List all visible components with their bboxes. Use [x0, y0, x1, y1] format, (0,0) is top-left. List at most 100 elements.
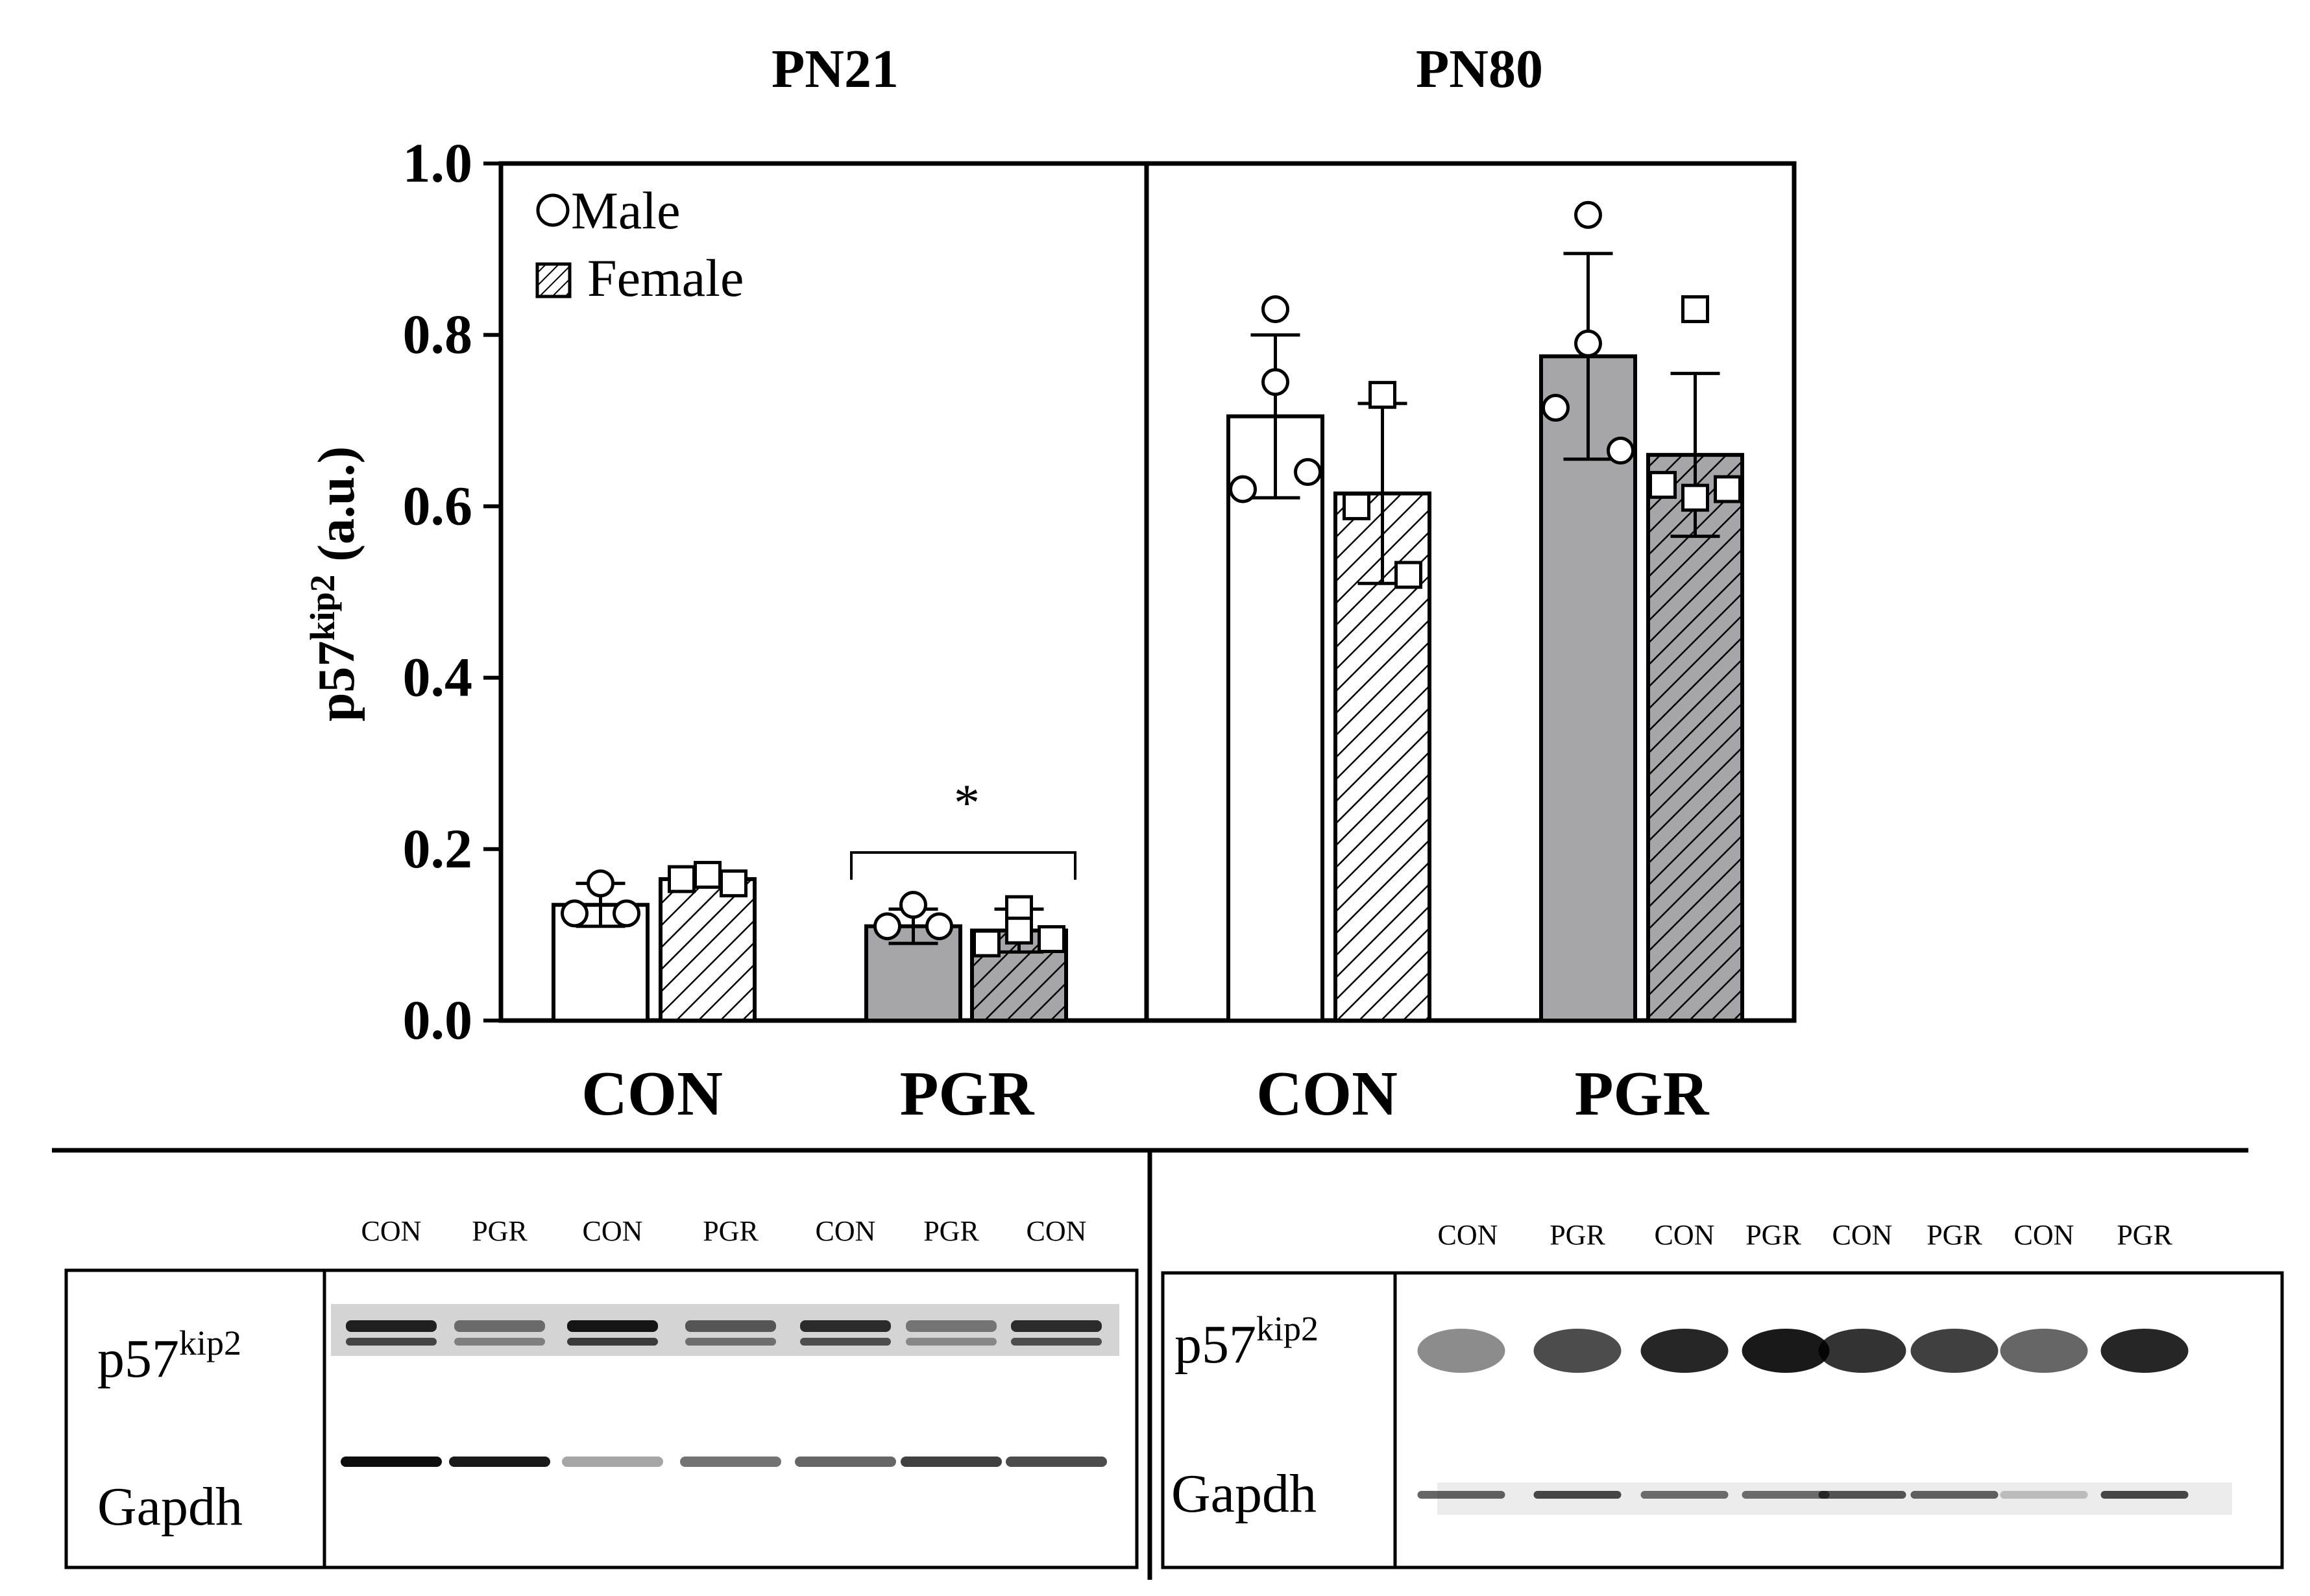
data-point-male [1229, 475, 1257, 503]
data-point-female [1681, 295, 1709, 324]
blot-band-gapdh [1910, 1491, 1999, 1499]
blot-left-lane-label: CON [361, 1215, 422, 1247]
blot-band-p57-upper [906, 1320, 997, 1332]
blot-band-p57-lower [346, 1338, 437, 1346]
group-label-pn21-con: CON [581, 1059, 723, 1129]
bar-pn21-con-female [659, 877, 757, 1023]
panel-title-pn21: PN21 [772, 39, 899, 99]
y-axis-label: p57kip2 (a.u.) [303, 446, 365, 721]
blot-band-gapdh [2000, 1491, 2088, 1499]
group-label-pn21-pgr: PGR [900, 1059, 1035, 1129]
blot-left-lane-label: CON [583, 1215, 643, 1247]
blot-left-lane-label: PGR [703, 1215, 759, 1247]
blot-band-gapdh [901, 1457, 1002, 1467]
blot-band-p57 [2000, 1329, 2088, 1373]
blot-left-lane-label: PGR [472, 1215, 528, 1247]
blot-band-p57-lower [800, 1338, 891, 1346]
significance-bracket: * [850, 775, 1076, 880]
blot-band-gapdh [1818, 1491, 1906, 1499]
blot-band-p57-lower [906, 1338, 997, 1346]
blot-left-p57-main: p57 [97, 1329, 179, 1389]
blot-band-gapdh [449, 1457, 550, 1467]
data-points [561, 200, 1742, 958]
blot-band-p57 [2100, 1329, 2189, 1373]
blot-left-bands [341, 1320, 1107, 1467]
blot-right-p57-main: p57 [1174, 1314, 1256, 1375]
data-point-female [1394, 561, 1422, 589]
blot-band-p57-upper [800, 1320, 891, 1332]
data-point-male [899, 891, 927, 919]
data-point-male [925, 912, 953, 941]
blot-right-frame [1161, 1271, 2284, 1569]
blot-band-gapdh [795, 1457, 896, 1467]
blot-left-frame [64, 1268, 1139, 1569]
blot-band-gapdh [562, 1457, 663, 1467]
blot-left-gapdh-label: Gapdh [97, 1477, 243, 1537]
blot-band-p57-lower [1011, 1338, 1102, 1346]
y-tick-label: 1.0 [403, 132, 473, 194]
blot-band-gapdh [2100, 1491, 2189, 1499]
y-axis-label-unit: (a.u.) [308, 446, 365, 575]
data-point-female [694, 860, 722, 889]
data-point-male [1294, 458, 1322, 487]
y-axis-label-main: p57 [308, 641, 365, 722]
blot-right-p57-label: p57kip2 [1174, 1309, 1319, 1375]
blot-left-p57-sup: kip2 [179, 1324, 241, 1362]
data-point-male [613, 899, 640, 928]
blot-right-lane-label: CON [1438, 1219, 1498, 1251]
group-label-pn80-con: CON [1256, 1059, 1398, 1129]
blot-band-p57 [1533, 1329, 1622, 1373]
data-point-male [561, 899, 589, 928]
group-label-pn80-pgr: PGR [1575, 1059, 1710, 1129]
bar-pn80-con-male [1226, 414, 1324, 1022]
data-point-female [1038, 925, 1065, 954]
blot-band-gapdh [1640, 1491, 1729, 1499]
legend: Male Female [535, 181, 744, 308]
blot-right-lanes: CON PGR CON PGR CON PGR CON PGR [1438, 1219, 2173, 1251]
significance-star: * [954, 775, 980, 832]
blot-right-p57-sup: kip2 [1256, 1309, 1319, 1348]
blot-band-gapdh [341, 1457, 442, 1467]
blot-band-p57 [1910, 1329, 1999, 1373]
data-point-male [1574, 200, 1602, 229]
data-point-female [1714, 475, 1742, 503]
blot-band-p57-upper [346, 1320, 437, 1332]
data-point-female [668, 865, 696, 893]
data-point-male [1574, 329, 1602, 357]
y-axis-label-sup: kip2 [303, 575, 342, 641]
blot-left-lanes: CON PGR CON PGR CON PGR CON [361, 1215, 1087, 1247]
blot-right-lane-label: PGR [1927, 1219, 1982, 1251]
panel-title-pn80: PN80 [1416, 39, 1543, 99]
blot-band-p57 [1742, 1329, 1830, 1373]
data-point-female [720, 869, 748, 898]
blot-right-lane-label: CON [1655, 1219, 1715, 1251]
blot-right-bands [1417, 1329, 2189, 1499]
blot-left: CON PGR CON PGR CON PGR CON p57kip2 Gapdh [64, 1215, 1139, 1569]
legend-male-marker [536, 193, 570, 227]
y-tick-label: 0.2 [403, 817, 473, 880]
blot-band-p57 [1818, 1329, 1906, 1373]
blot-band-p57-upper [454, 1320, 545, 1332]
blot-right: CON PGR CON PGR CON PGR CON PGR p57kip2 Gapdh [1161, 1219, 2284, 1569]
data-point-female [1005, 916, 1033, 945]
data-point-female [1681, 483, 1709, 512]
blot-band-p57 [1417, 1329, 1505, 1373]
data-point-male [1542, 393, 1570, 422]
y-tick-label: 0.8 [403, 303, 473, 365]
blot-left-lane-label: CON [816, 1215, 876, 1247]
legend-male-label: Male [571, 181, 680, 240]
blot-right-lane-label: PGR [1550, 1219, 1605, 1251]
blot-right-gapdh-label: Gapdh [1171, 1464, 1317, 1524]
data-point-male [587, 869, 614, 898]
blot-band-p57-upper [567, 1320, 658, 1332]
data-point-male [873, 912, 901, 941]
y-tick-label: 0.6 [403, 474, 473, 537]
data-point-female [1649, 470, 1677, 499]
data-point-male [1261, 295, 1289, 324]
y-tick-label: 0.0 [403, 989, 473, 1051]
blot-left-p57-label: p57kip2 [97, 1324, 241, 1389]
bar-pn80-pgr-female [1646, 453, 1744, 1022]
blot-band-gapdh [1417, 1491, 1505, 1499]
blot-right-lane-label: PGR [2117, 1219, 2172, 1251]
